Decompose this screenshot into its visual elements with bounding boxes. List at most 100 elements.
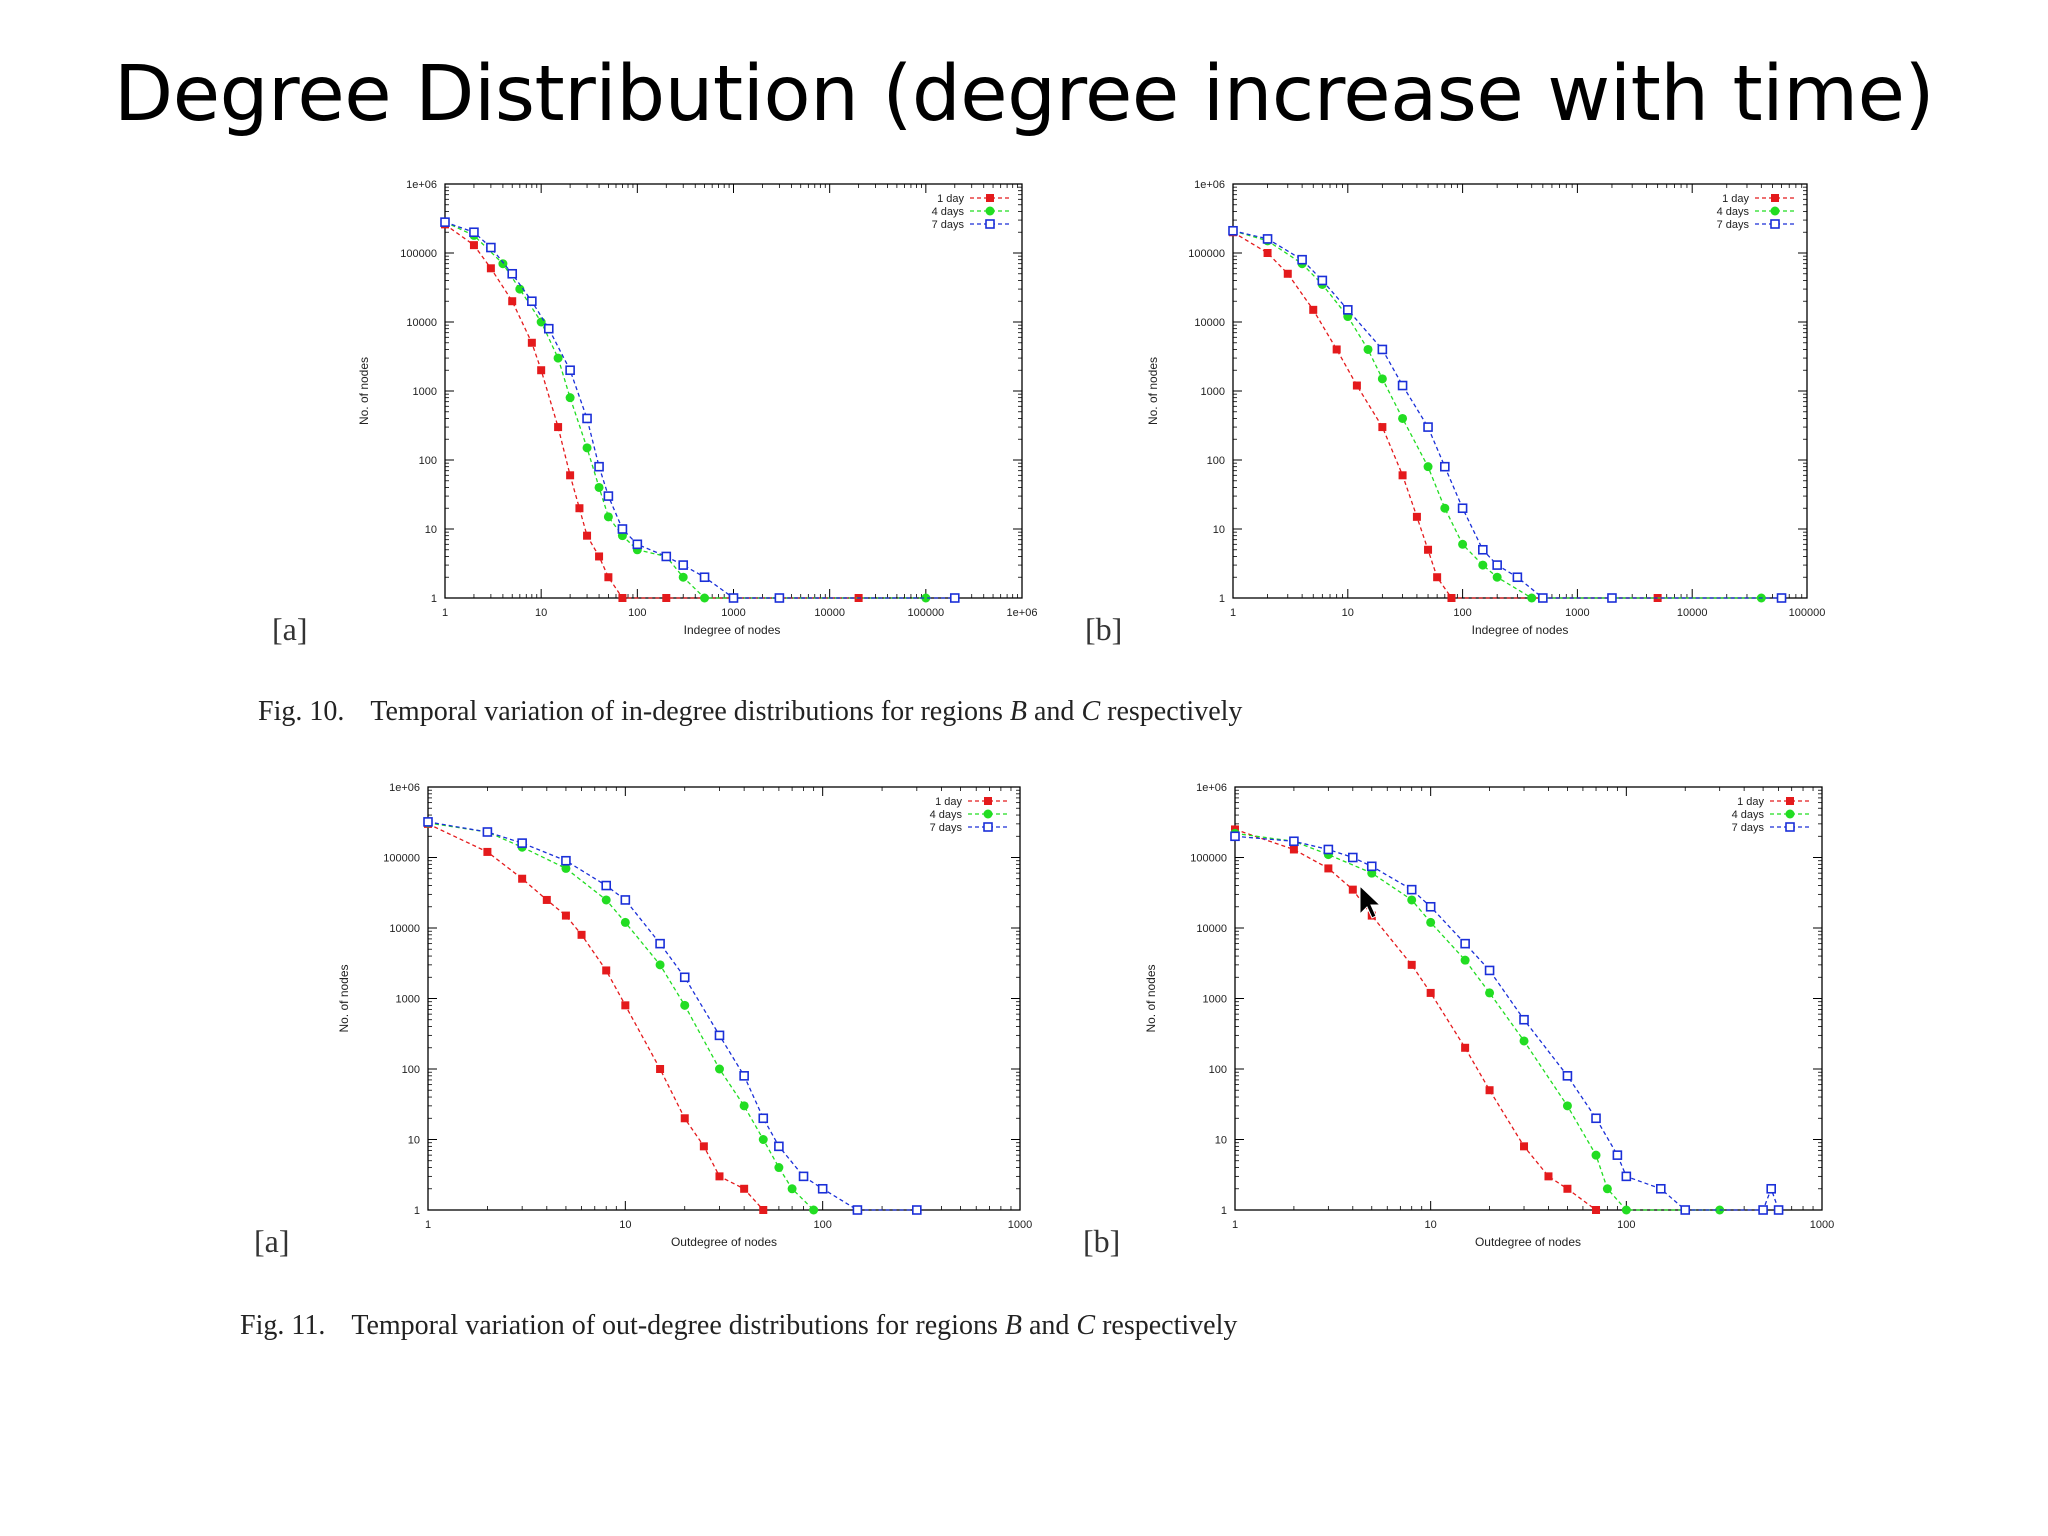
data-point <box>594 461 604 472</box>
data-point <box>1426 988 1435 997</box>
data-point <box>620 895 631 905</box>
y-axis-label: No. of nodes <box>357 357 371 425</box>
plot-frame <box>1232 183 1808 599</box>
data-point <box>542 895 551 904</box>
y-tick-label: 1000 <box>1203 994 1227 1006</box>
panel-tag: [b] <box>1085 611 1122 647</box>
legend-marker <box>985 206 995 216</box>
legend-marker <box>1771 194 1779 202</box>
data-point <box>662 594 671 602</box>
legend-label: 1 day <box>937 193 964 205</box>
data-point <box>1460 938 1470 949</box>
y-tick-label: 100 <box>1207 455 1225 467</box>
data-point <box>921 593 931 603</box>
data-point <box>680 1114 689 1123</box>
legend-marker <box>983 809 993 819</box>
series-line-1-day <box>1232 231 1658 599</box>
y-tick-label: 10 <box>1215 1135 1227 1147</box>
legend-label: 1 day <box>935 796 962 808</box>
data-point <box>655 960 665 970</box>
data-point <box>577 930 586 939</box>
data-point <box>1425 901 1436 912</box>
data-point <box>1424 545 1433 554</box>
series-line-4-days <box>444 221 926 599</box>
data-point <box>527 338 536 347</box>
data-point <box>1680 1205 1691 1215</box>
data-point <box>1538 593 1548 603</box>
data-point <box>604 573 613 582</box>
data-point <box>774 1163 784 1173</box>
x-tick-label: 100 <box>813 1219 831 1231</box>
y-tick-label: 1000 <box>1201 386 1225 398</box>
data-point <box>423 817 433 827</box>
data-point <box>774 1141 784 1152</box>
data-point <box>699 1142 708 1151</box>
data-point <box>486 242 496 253</box>
caption-number: Fig. 11. <box>240 1310 326 1341</box>
data-point <box>1460 955 1470 965</box>
data-point <box>594 482 604 492</box>
series-line-4-days <box>427 822 815 1211</box>
legend-marker <box>1785 809 1795 819</box>
data-point <box>1520 1142 1529 1151</box>
data-point <box>1655 1183 1666 1194</box>
data-point <box>1323 844 1334 855</box>
x-tick-label: 10 <box>535 607 547 619</box>
data-point <box>1317 275 1328 286</box>
y-tick-label: 100 <box>419 455 437 467</box>
data-point <box>1263 249 1272 257</box>
data-point <box>1324 864 1333 873</box>
x-axis-label: Indegree of nodes <box>1472 623 1569 637</box>
legend-label: 4 days <box>932 206 965 218</box>
data-point <box>1758 1205 1768 1215</box>
data-point <box>482 827 493 837</box>
data-point <box>1228 225 1238 236</box>
data-point <box>714 1064 724 1074</box>
data-point <box>515 284 525 294</box>
data-point <box>1398 413 1408 423</box>
data-point <box>1343 305 1353 315</box>
data-point <box>912 1205 922 1215</box>
data-point <box>1478 544 1488 555</box>
data-point <box>543 323 554 334</box>
data-point <box>852 1205 863 1215</box>
data-point <box>537 366 546 375</box>
series-line-4-days <box>1234 832 1720 1211</box>
data-point <box>1378 423 1387 432</box>
x-tick-label: 1000 <box>1565 607 1589 619</box>
data-point <box>1262 234 1273 244</box>
data-point <box>583 531 592 540</box>
data-point <box>1563 1184 1572 1193</box>
data-point <box>565 393 575 403</box>
chart-4: 1 10 100 1000 1 10 100 1000 10000 100000 1e+06 Outd… <box>1083 782 1834 1259</box>
y-axis-label: No. of nodes <box>1144 964 1158 1032</box>
x-tick-label: 100000 <box>907 607 944 619</box>
data-point <box>678 560 689 570</box>
data-point <box>680 1000 690 1010</box>
data-point <box>1621 1205 1631 1215</box>
data-point <box>1592 1206 1601 1214</box>
x-tick-label: 10 <box>1342 607 1354 619</box>
data-point <box>759 1206 768 1214</box>
data-point <box>617 524 628 534</box>
data-point <box>632 539 643 550</box>
data-point <box>1447 594 1456 602</box>
data-point <box>1512 572 1523 583</box>
caption-and: and <box>1028 1310 1070 1341</box>
legend-label: 7 days <box>932 219 965 231</box>
data-point <box>699 572 710 583</box>
data-point <box>1591 1113 1601 1124</box>
data-point <box>469 227 479 238</box>
data-point <box>595 552 604 561</box>
data-point <box>1423 422 1433 432</box>
legend-label: 4 days <box>1717 206 1750 218</box>
x-tick-label: 100 <box>628 607 646 619</box>
legend-marker <box>984 797 992 805</box>
panel-tag: [a] <box>254 1223 290 1259</box>
caption-fig-10: Fig. 10. Temporal variation of in-degree … <box>258 696 1242 728</box>
data-point <box>1433 573 1442 582</box>
y-axis-label: No. of nodes <box>337 964 351 1032</box>
x-tick-label: 10000 <box>1677 607 1708 619</box>
data-point <box>483 847 492 856</box>
caption-tail: respectively <box>1107 696 1243 727</box>
